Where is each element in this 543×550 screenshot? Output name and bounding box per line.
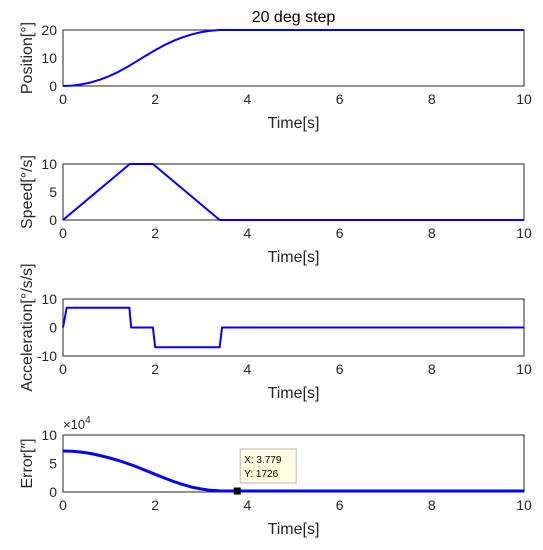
tick-labels: 0 2 4 6 8 10 0 10 20 (41, 22, 532, 107)
datatip-marker[interactable] (233, 487, 241, 495)
y-axis-label: Speed[°/s] (19, 155, 36, 229)
x-tick-label: 2 (151, 361, 159, 377)
series-line (62, 163, 524, 221)
x-axis-label: Time[s] (268, 115, 320, 132)
x-tick-label: 8 (428, 91, 436, 107)
x-tick-label: 6 (336, 497, 344, 513)
x-tick-label: 6 (336, 225, 344, 241)
x-tick-label: 10 (516, 91, 532, 107)
x-tick-label: 0 (59, 361, 67, 377)
series-speed (62, 163, 524, 221)
x-tick-label: 8 (428, 497, 436, 513)
x-tick-label: 8 (428, 225, 436, 241)
x-tick-label: 2 (151, 225, 159, 241)
x-tick-label: 10 (516, 361, 532, 377)
datatip-box (239, 448, 297, 484)
x-tick-label: 2 (151, 91, 159, 107)
y-tick-label: 0 (49, 212, 57, 228)
x-tick-label: 10 (516, 497, 532, 513)
x-tick-label: 10 (516, 225, 532, 241)
chart-title: 20 deg step (252, 9, 336, 26)
series-line (62, 306, 524, 349)
speed-axes: 0 2 4 6 8 10 0 5 10 Time[s] Speed[°/s] (19, 155, 532, 266)
x-axis-label: Time[s] (268, 249, 320, 266)
y-tick-label: 0 (49, 320, 57, 336)
tick-labels: 0 2 4 6 8 10 0 5 10 (41, 156, 532, 241)
axes-box (62, 29, 525, 87)
position-axes: 0 2 4 6 8 10 0 10 20 Time[s] Position[°] 20 deg … (19, 9, 532, 132)
y-tick-label: -10 (37, 348, 57, 364)
x-tick-label: 4 (244, 361, 252, 377)
series-position (62, 29, 524, 87)
y-tick-label: 20 (41, 22, 57, 38)
series-acceleration (62, 306, 524, 349)
y-tick-label: 10 (41, 50, 57, 66)
datatip-x: X: 3.779 (244, 455, 282, 466)
tick-labels: 0 2 4 6 8 10 0 5 10 (41, 427, 532, 513)
series-error (62, 449, 524, 493)
y-tick-label: 0 (49, 484, 57, 500)
x-axis-label: Time[s] (268, 385, 320, 402)
y-exponent-label: ×104 (63, 415, 91, 432)
y-axis-label: Position[°] (19, 22, 36, 94)
y-tick-label: 0 (49, 78, 57, 94)
x-tick-label: 0 (59, 225, 67, 241)
x-tick-label: 4 (244, 91, 252, 107)
x-tick-label: 6 (336, 361, 344, 377)
y-tick-label: 5 (49, 456, 57, 472)
datatip-y: Y: 1726 (244, 469, 278, 480)
x-tick-label: 2 (151, 497, 159, 513)
series-line (62, 29, 524, 87)
axes-box (62, 163, 525, 221)
exponent-power: 4 (85, 415, 91, 426)
series-line (62, 449, 524, 493)
x-tick-label: 4 (244, 225, 252, 241)
y-tick-label: 10 (41, 156, 57, 172)
x-tick-label: 0 (59, 91, 67, 107)
y-axis-label: Acceleration[°/s/s] (19, 263, 36, 391)
y-tick-label: 5 (49, 184, 57, 200)
x-tick-label: 8 (428, 361, 436, 377)
x-tick-label: 0 (59, 497, 67, 513)
exponent-base: ×10 (63, 417, 85, 432)
y-tick-label: 10 (41, 427, 57, 443)
x-axis-label: Time[s] (268, 521, 320, 538)
x-tick-label: 4 (244, 497, 252, 513)
y-axis-label: Error[″] (19, 438, 36, 488)
datatip[interactable]: X: 3.779 Y: 1726 (233, 448, 297, 495)
y-tick-label: 10 (41, 291, 57, 307)
x-tick-label: 6 (336, 91, 344, 107)
